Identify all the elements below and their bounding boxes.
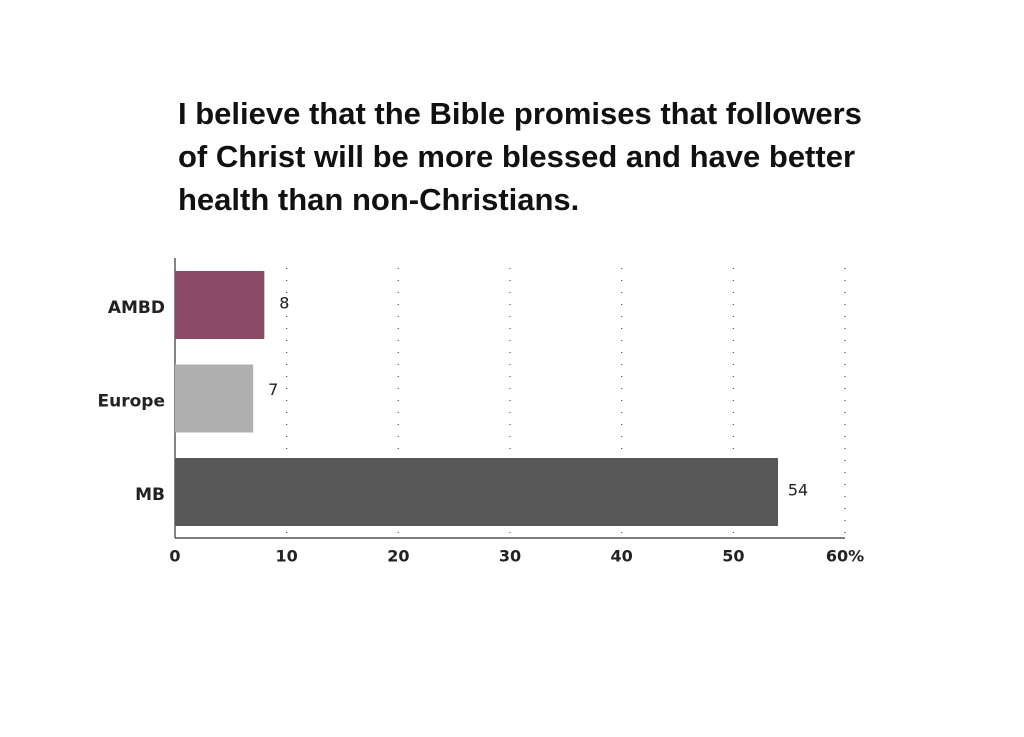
x-tick-label: 10	[276, 547, 298, 566]
value-label: 7	[268, 380, 278, 399]
value-label: 54	[788, 481, 808, 500]
category-label: AMBD	[108, 298, 165, 318]
category-label: Europe	[98, 392, 165, 412]
x-tick-label: 60%	[826, 547, 864, 566]
x-tick-label: 0	[169, 547, 180, 566]
x-tick-label: 40	[611, 547, 633, 566]
x-tick-label: 30	[499, 547, 521, 566]
x-tick-label: 50	[722, 547, 744, 566]
bar	[175, 364, 254, 433]
chart-title: I believe that the Bible promises that f…	[178, 96, 862, 217]
x-tick-label: 20	[387, 547, 409, 566]
bar	[175, 458, 778, 526]
bar	[175, 271, 265, 339]
category-label: MB	[135, 485, 165, 505]
value-label: 8	[279, 294, 289, 313]
